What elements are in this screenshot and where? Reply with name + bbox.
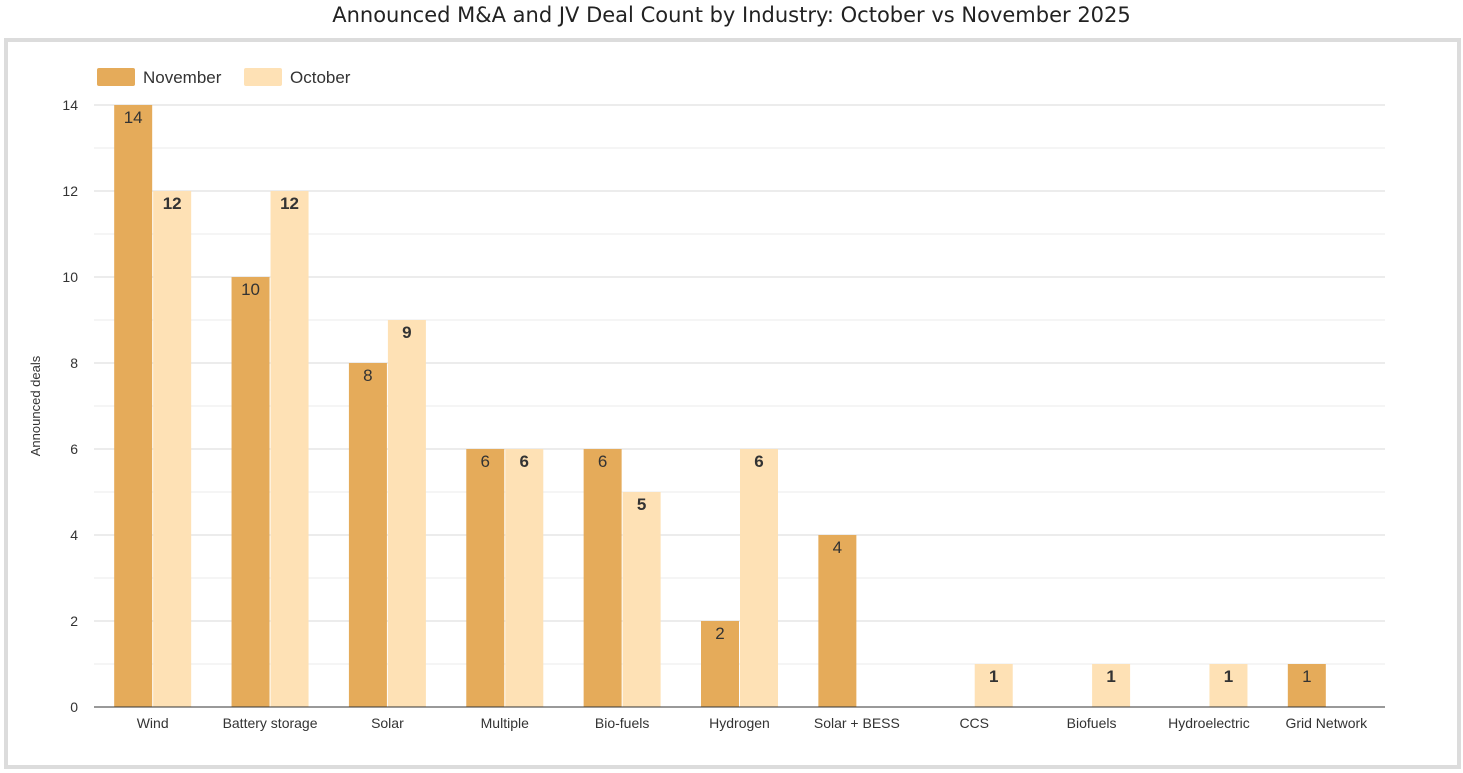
x-tick-label: Wind <box>137 715 169 731</box>
y-tick-label: 2 <box>70 613 78 629</box>
data-label-october: 6 <box>754 452 763 471</box>
data-label-october: 12 <box>280 194 299 213</box>
x-tick-label: Hydroelectric <box>1168 715 1250 731</box>
data-label-november: 4 <box>833 538 842 557</box>
bar-october-3 <box>505 449 544 707</box>
x-tick-label: Grid Network <box>1285 715 1368 731</box>
y-tick-label: 0 <box>70 699 78 715</box>
legend[interactable]: November October <box>97 68 351 87</box>
x-tick-label: Battery storage <box>223 715 318 731</box>
legend-label-november[interactable]: November <box>143 68 222 87</box>
data-label-october: 6 <box>520 452 529 471</box>
bar-october-5 <box>740 449 778 707</box>
x-tick-label: Multiple <box>481 715 529 731</box>
x-tick-label: Hydrogen <box>709 715 770 731</box>
data-label-november: 6 <box>598 452 607 471</box>
y-tick-label: 8 <box>70 355 78 371</box>
data-label-october: 12 <box>163 194 182 213</box>
y-tick-label: 14 <box>62 97 78 113</box>
bar-november-6 <box>818 535 857 707</box>
bar-november-0 <box>114 105 153 707</box>
y-tick-label: 12 <box>62 183 78 199</box>
chart-title: Announced M&A and JV Deal Count by Indus… <box>332 3 1131 27</box>
bar-october-7 <box>974 664 1013 707</box>
x-tick-label: Solar + BESS <box>814 715 900 731</box>
data-label-november: 2 <box>715 624 724 643</box>
bar-november-10 <box>1287 664 1326 707</box>
bar-november-2 <box>348 363 387 707</box>
chart-frame: 0 2 4 6 8 10 12 14 Announced deals 14 12 Wind 10 12 Ba… <box>4 38 1461 769</box>
bar-october-4 <box>622 492 661 707</box>
bar-layer <box>114 105 1326 707</box>
y-tick-label: 6 <box>70 441 78 457</box>
bar-october-2 <box>387 320 426 707</box>
data-label-november: 1 <box>1302 667 1311 686</box>
bar-october-1 <box>270 191 309 707</box>
bar-november-3 <box>466 449 505 707</box>
bar-october-9 <box>1209 664 1248 707</box>
y-tick-label: 4 <box>70 527 78 543</box>
y-tick-label: 10 <box>62 269 78 285</box>
x-tick-label: Solar <box>371 715 404 731</box>
data-label-november: 10 <box>241 280 260 299</box>
data-label-october: 1 <box>1224 667 1233 686</box>
data-label-november: 14 <box>124 108 143 127</box>
x-tick-label: CCS <box>959 715 989 731</box>
data-label-october: 1 <box>1106 667 1115 686</box>
bar-november-4 <box>583 449 622 707</box>
bar-november-5 <box>701 621 739 707</box>
data-label-october: 5 <box>637 495 646 514</box>
legend-swatch-october[interactable] <box>244 68 282 86</box>
bar-october-8 <box>1092 664 1131 707</box>
data-label-november: 6 <box>481 452 490 471</box>
legend-label-october[interactable]: October <box>290 68 351 87</box>
data-label-october: 1 <box>989 667 998 686</box>
legend-swatch-november[interactable] <box>97 68 135 86</box>
y-axis-label: Announced deals <box>28 355 43 456</box>
data-label-october: 9 <box>402 323 411 342</box>
x-tick-label: Bio-fuels <box>595 715 649 731</box>
data-label-november: 8 <box>363 366 372 385</box>
x-tick-label: Biofuels <box>1067 715 1117 731</box>
bar-october-0 <box>153 191 192 707</box>
bar-november-1 <box>231 277 270 707</box>
grid-layer <box>94 104 1385 665</box>
